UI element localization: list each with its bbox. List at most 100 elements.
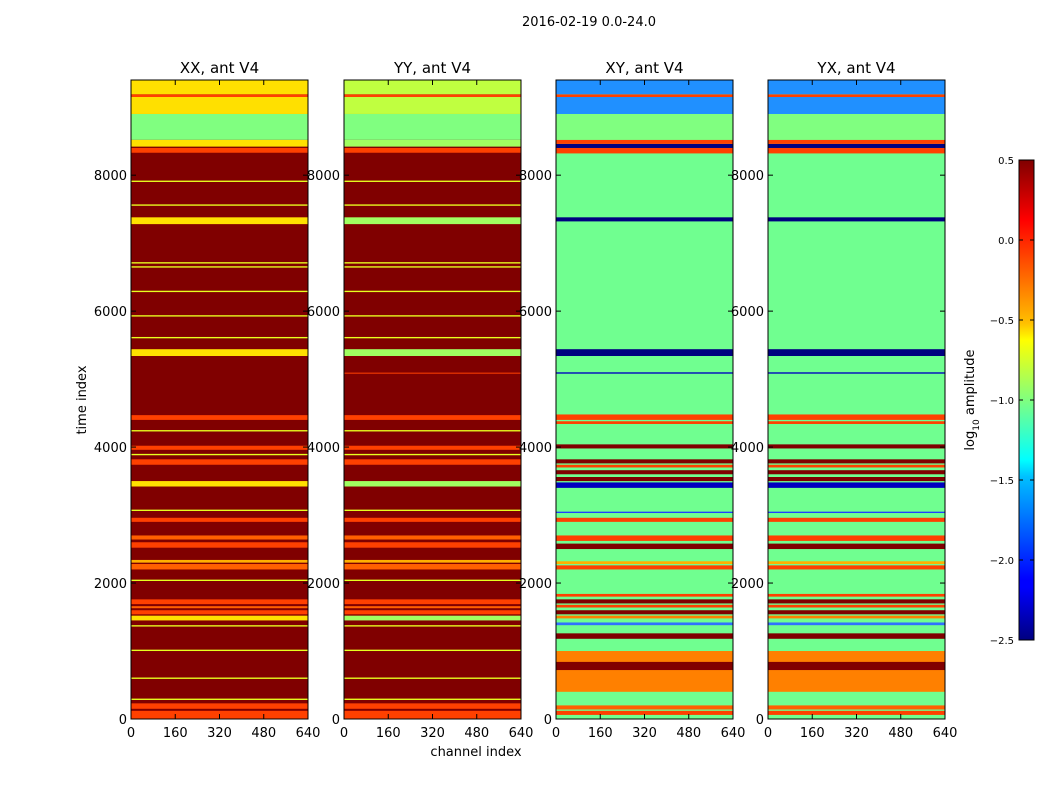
- panel-2: YY, ant V4 0 160 320 480 640 0 2000 4000 6000 8000: [307, 59, 534, 741]
- heatmap-band: [556, 622, 733, 626]
- heatmap-band: [131, 147, 308, 153]
- y-tick-label: 8000: [731, 169, 764, 184]
- colorbar-tick-label: 0.0: [998, 236, 1014, 247]
- y-tick-label: 8000: [307, 169, 340, 184]
- heatmap-band: [131, 336, 308, 339]
- heatmap-band: [131, 139, 308, 147]
- x-tick-label: 480: [464, 726, 489, 741]
- heatmap-band: [131, 649, 308, 652]
- heatmap-band: [344, 579, 521, 581]
- y-tick-label: 4000: [307, 441, 340, 456]
- heatmap-band: [344, 559, 521, 563]
- heatmap-band: [131, 266, 308, 268]
- heatmap-band: [344, 415, 521, 420]
- heatmap-band: [556, 599, 733, 604]
- heatmap-band: [131, 96, 308, 114]
- heatmap-band: [131, 481, 308, 487]
- y-tick-label: 0: [119, 713, 127, 728]
- heatmap-band: [131, 606, 308, 609]
- heatmap-band: [131, 445, 308, 450]
- heatmap-band: [556, 535, 733, 541]
- heatmap-band: [131, 703, 308, 709]
- heatmap-band: [556, 565, 733, 570]
- panel-3: XY, ant V4 0 160 320 480 640 0 2000 4000 6000 8000: [519, 59, 746, 741]
- heatmap-band: [768, 143, 945, 148]
- heatmap-band: [344, 564, 521, 570]
- heatmap-band: [556, 94, 733, 97]
- panel-title: YY, ant V4: [393, 59, 471, 77]
- y-tick-label: 8000: [519, 169, 552, 184]
- heatmap-band: [131, 217, 308, 225]
- heatmap-band: [768, 535, 945, 541]
- heatmap-band: [131, 677, 308, 679]
- heatmap-band: [556, 477, 733, 482]
- heatmap-band: [556, 143, 733, 148]
- heatmap-band: [344, 349, 521, 356]
- heatmap-band: [344, 535, 521, 540]
- heatmap-band: [344, 677, 521, 679]
- heatmap-band: [131, 559, 308, 563]
- y-tick-label: 8000: [94, 169, 127, 184]
- heatmap-band: [768, 113, 945, 140]
- x-tick-label: 160: [163, 726, 188, 741]
- heatmap-band: [768, 372, 945, 374]
- heatmap-band: [344, 94, 521, 97]
- heatmap-band: [344, 509, 521, 511]
- y-tick-label: 4000: [731, 441, 764, 456]
- heatmap-band: [768, 615, 945, 619]
- heatmap-band: [556, 517, 733, 522]
- heatmap-band: [768, 421, 945, 424]
- heatmap-band: [556, 444, 733, 449]
- heatmap-band: [344, 453, 521, 456]
- heatmap-band: [768, 139, 945, 144]
- heatmap-band: [556, 372, 733, 374]
- colorbar-tick-label: −1.5: [990, 476, 1014, 487]
- heatmap-band: [556, 593, 733, 597]
- x-tick-label: 0: [764, 726, 772, 741]
- heatmap-band: [556, 561, 733, 565]
- heatmap-band: [556, 543, 733, 550]
- heatmap-band: [131, 517, 308, 522]
- heatmap-band: [344, 266, 521, 268]
- heatmap-band: [556, 464, 733, 468]
- colorbar-label-subscript: 10: [972, 419, 982, 431]
- heatmap-band: [556, 217, 733, 222]
- x-tick-label: 320: [844, 726, 869, 741]
- heatmap-band: [344, 649, 521, 652]
- heatmap-band: [768, 96, 945, 114]
- heatmap-band: [768, 517, 945, 522]
- heatmap-band: [344, 372, 521, 374]
- colorbar-tick-label: 0.5: [998, 156, 1014, 167]
- heatmap-band: [344, 290, 521, 293]
- heatmap-band: [768, 470, 945, 475]
- heatmap-band: [768, 651, 945, 692]
- y-tick-label: 2000: [94, 577, 127, 592]
- x-tick-label: 0: [127, 726, 135, 741]
- heatmap-band: [131, 315, 308, 317]
- colorbar-tick-label: −2.5: [990, 636, 1014, 647]
- heatmap-band: [344, 517, 521, 522]
- heatmap-band: [556, 604, 733, 608]
- heatmap-band: [344, 315, 521, 317]
- heatmap-band: [344, 610, 521, 615]
- y-tick-label: 6000: [731, 305, 764, 320]
- colorbar: 0.5 0.0 −0.5 −1.0 −1.5 −2.0 −2.5 log10 amplitu…: [963, 156, 1035, 647]
- heatmap-band: [131, 415, 308, 420]
- x-tick-label: 640: [721, 726, 746, 741]
- heatmap-band: [556, 705, 733, 710]
- heatmap-band: [131, 204, 308, 206]
- heatmap-band: [344, 481, 521, 487]
- heatmap-band: [131, 290, 308, 293]
- heatmap-band: [768, 477, 945, 482]
- heatmap-band: [344, 96, 521, 114]
- heatmap-band: [344, 113, 521, 140]
- heatmap-band: [556, 710, 733, 715]
- heatmap-band: [556, 651, 733, 692]
- heatmap-band: [344, 180, 521, 182]
- heatmap-band: [556, 421, 733, 424]
- heatmap-band: [344, 703, 521, 709]
- heatmap-band: [768, 599, 945, 604]
- y-tick-label: 2000: [519, 577, 552, 592]
- x-tick-label: 160: [588, 726, 613, 741]
- heatmap-band: [131, 430, 308, 432]
